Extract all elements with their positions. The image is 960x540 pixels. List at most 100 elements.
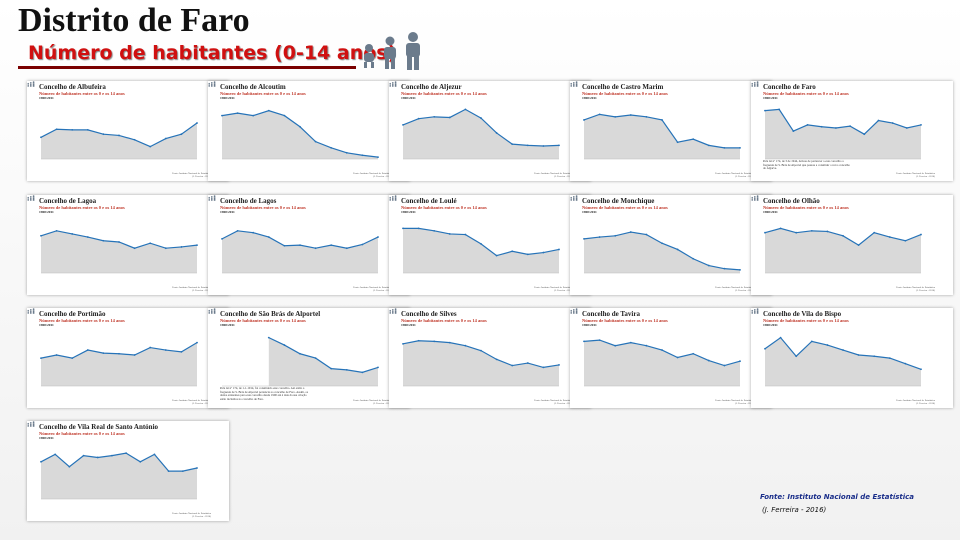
data-point	[196, 341, 198, 344]
chart-title: Concelho de Albufeira	[39, 83, 106, 91]
data-point	[511, 364, 514, 367]
series-area	[765, 228, 921, 273]
chart-title: Concelho de Alcoutim	[220, 83, 286, 91]
data-point	[661, 242, 663, 245]
data-point	[283, 344, 286, 346]
chart-title: Concelho de Lagoa	[39, 197, 97, 205]
data-point	[196, 244, 198, 246]
series-area	[584, 114, 740, 159]
people-icon	[389, 81, 397, 87]
chart-credit-text: (J. Ferreira - 2016)	[192, 515, 211, 518]
chart-period: 1900/2011	[39, 323, 54, 327]
chart-source-text: Fonte: Instituto Nacional de Estatística	[353, 399, 392, 402]
data-point	[480, 349, 482, 352]
data-point	[835, 127, 837, 129]
data-point	[511, 250, 514, 253]
chart-period: 1900/2011	[39, 436, 54, 440]
area-chart	[583, 339, 741, 387]
chart-panel: Concelho de Lagoa Número de habitantes en…	[27, 195, 229, 295]
data-point	[920, 124, 922, 126]
data-point	[583, 119, 585, 121]
data-point	[82, 454, 85, 457]
data-point	[68, 465, 71, 468]
chart-period: 1900/2011	[220, 323, 235, 327]
data-point	[267, 109, 270, 112]
chart-credit-text: (J. Ferreira - 2016)	[735, 402, 754, 405]
chart-source-text: Fonte: Instituto Nacional de Estatística	[534, 172, 573, 175]
data-point	[139, 460, 142, 463]
data-point	[723, 146, 726, 149]
data-point	[55, 354, 58, 356]
series-area	[268, 337, 378, 386]
series-area	[765, 337, 921, 386]
data-point	[125, 452, 127, 455]
data-point	[806, 124, 809, 126]
chart-panel: Concelho de Aljezur Número de habitantes …	[389, 81, 591, 181]
chart-note: Pela lei nº 174, de 3 de 1944, deixou de…	[763, 159, 850, 171]
data-point	[118, 352, 120, 355]
chart-title: Concelho de Vila Real de Santo António	[39, 423, 159, 431]
series-area	[41, 342, 197, 386]
chart-period: 1900/2011	[401, 96, 416, 100]
data-point	[180, 246, 183, 248]
data-point	[558, 364, 560, 366]
data-point	[764, 109, 766, 112]
data-point	[252, 114, 255, 117]
area-chart	[221, 229, 379, 274]
data-point	[236, 229, 239, 232]
data-point	[764, 347, 766, 350]
people-icon	[570, 195, 578, 201]
data-point	[598, 236, 601, 238]
area-chart	[222, 336, 379, 387]
data-point	[118, 134, 120, 137]
data-point	[164, 137, 167, 140]
data-point	[779, 227, 782, 230]
people-icon	[208, 195, 216, 201]
chart-credit-text: (J. Ferreira - 2016)	[554, 402, 573, 405]
data-point	[810, 340, 813, 343]
data-point	[86, 128, 89, 131]
area-chart	[40, 122, 198, 160]
data-point	[904, 362, 907, 365]
data-point	[196, 122, 198, 124]
chart-source: Fonte: Instituto Nacional de Estatística…	[172, 286, 211, 292]
chart-panel: Concelho de Lagos Número de habitantes en…	[208, 195, 410, 295]
data-point	[314, 357, 317, 359]
data-point	[299, 352, 301, 355]
data-point	[464, 344, 467, 347]
chart-title: Concelho de São Brás de Alportel	[220, 310, 321, 318]
chart-title: Concelho de Monchique	[582, 197, 655, 205]
chart-subtitle: Número de habitantes entre os 0 e os 14 …	[220, 91, 306, 96]
data-point	[877, 119, 880, 122]
chart-source-text: Fonte: Instituto Nacional de Estatística	[353, 286, 392, 289]
chart-panel: Concelho de Castro Marim Número de habita…	[570, 81, 772, 181]
data-point	[299, 125, 301, 128]
chart-title: Concelho de Portimão	[39, 310, 106, 318]
data-point	[71, 357, 74, 359]
data-point	[792, 130, 795, 132]
data-point	[676, 141, 679, 144]
chart-panel: Concelho de Alcoutim Número de habitantes…	[208, 81, 410, 181]
data-point	[102, 239, 105, 242]
data-point	[707, 144, 710, 147]
data-point	[779, 336, 782, 339]
data-point	[149, 242, 152, 245]
page-title: Distrito de Faro	[18, 2, 250, 39]
series-area	[222, 230, 378, 273]
chart-period: 1900/2011	[401, 323, 416, 327]
data-point	[149, 346, 152, 349]
chart-title: Concelho de Olhão	[763, 197, 820, 205]
chart-subtitle: Número de habitantes entre os 0 e os 14 …	[401, 91, 487, 96]
chart-period: 1900/2011	[582, 210, 597, 214]
data-point	[361, 154, 364, 157]
chart-panel: Concelho de Silves Número de habitantes e…	[389, 308, 591, 408]
data-point	[102, 133, 105, 136]
data-point	[417, 227, 420, 230]
chart-period: 1900/2011	[39, 210, 54, 214]
chart-credit-text: (J. Ferreira - 2016)	[916, 289, 935, 292]
data-point	[86, 349, 89, 351]
chart-source-text: Fonte: Instituto Nacional de Estatística	[172, 399, 211, 402]
data-point	[180, 351, 183, 353]
data-point	[692, 138, 695, 141]
people-icon	[389, 308, 397, 314]
